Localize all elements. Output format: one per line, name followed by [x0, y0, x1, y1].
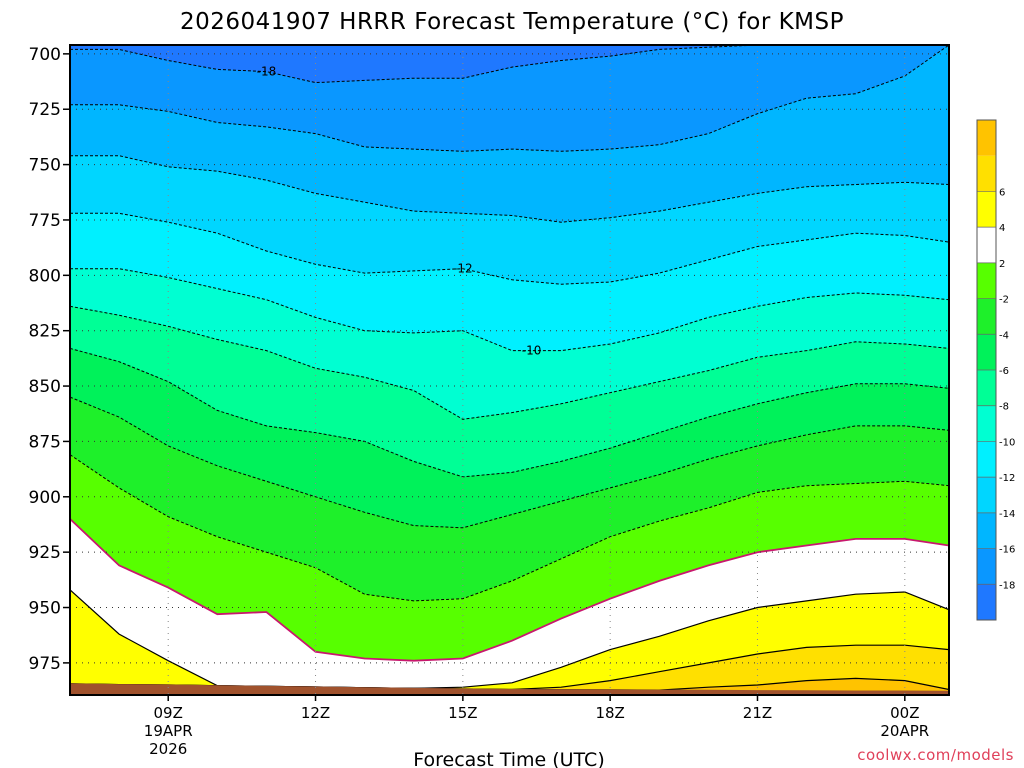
colorbar-swatch-8 — [977, 120, 996, 156]
colorbar-label--6: -6 — [999, 366, 1009, 377]
y-axis-pressure: 700 725 750 775 800 825 850 875 900 925 950 975 — [29, 45, 70, 674]
y-tick-label-950: 950 — [29, 599, 61, 619]
x-tick-sublabel-20APR: 20APR — [880, 722, 929, 740]
isotherm--16 — [70, 45, 949, 152]
colorbar-swatch--8 — [977, 370, 996, 406]
colorbar-label--4: -4 — [999, 330, 1009, 341]
colorbar-swatch--20 — [977, 584, 996, 620]
x-tick-label-00Z: 00Z — [890, 704, 919, 722]
isotherm--18 — [70, 45, 949, 84]
y-tick-label-750: 750 — [29, 156, 61, 176]
y-tick-label-875: 875 — [29, 432, 61, 452]
isotherm--14 — [70, 155, 949, 223]
y-tick-label-700: 700 — [29, 45, 61, 65]
isotherm--12 — [70, 212, 949, 285]
isotherm--2 — [70, 454, 949, 602]
contour-label--18: -18 — [257, 65, 277, 79]
y-tick-label-725: 725 — [29, 100, 61, 120]
colorbar-label-6: 6 — [999, 187, 1005, 198]
colorbar-swatch--2 — [977, 262, 996, 299]
colorbar-label--10: -10 — [999, 437, 1015, 448]
y-tick-label-900: 900 — [29, 488, 61, 508]
y-tick-label-825: 825 — [29, 322, 61, 342]
contour-label--10: -10 — [522, 344, 542, 358]
colorbar-label-2: 2 — [999, 259, 1005, 270]
x-tick-sublabel-2026: 2026 — [149, 740, 187, 758]
colorbar-label--2: -2 — [999, 295, 1009, 306]
x-tick-label-09Z: 09Z — [154, 704, 183, 722]
x-tick-label-15Z: 15Z — [448, 704, 477, 722]
colorbar-label--8: -8 — [999, 402, 1009, 413]
isotherm--4 — [70, 396, 949, 529]
colorbar-legend: -18 -16 -14 -12 -10 -8 -6 -4 -2 2 4 6 — [976, 119, 1015, 621]
credit-text: coolwx.com/models — [857, 746, 1014, 764]
colorbar-label--18: -18 — [999, 580, 1015, 591]
colorbar-label--12: -12 — [999, 473, 1015, 484]
contour-label--12: -12 — [453, 262, 473, 276]
isotherm--6 — [70, 347, 949, 478]
colorbar-label--14: -14 — [999, 509, 1015, 520]
y-tick-label-850: 850 — [29, 377, 61, 397]
isotherm-0 — [70, 518, 949, 662]
colorbar-swatch--6 — [977, 334, 996, 370]
terrain-surface — [70, 683, 949, 695]
temperature-fill-layers — [70, 45, 949, 695]
chart-title: 2026041907 HRRR Forecast Temperature (°C… — [180, 9, 844, 35]
contour-labels: -18 -12 -10 — [257, 65, 542, 358]
colorbar-swatch-2 — [977, 227, 996, 263]
colorbar-swatch-6 — [977, 155, 996, 192]
plot-area: -18 -12 -10 — [69, 44, 950, 696]
grid-lines — [70, 45, 949, 695]
x-axis-label: Forecast Time (UTC) — [413, 749, 604, 768]
y-tick-label-975: 975 — [29, 654, 61, 674]
y-tick-label-775: 775 — [29, 211, 61, 231]
y-tick-label-800: 800 — [29, 266, 61, 286]
x-tick-label-21Z: 21Z — [743, 704, 772, 722]
isotherm--8 — [70, 305, 949, 420]
y-tick-label-925: 925 — [29, 543, 61, 563]
x-tick-sublabel-19APR: 19APR — [144, 722, 193, 740]
x-tick-label-12Z: 12Z — [301, 704, 330, 722]
colorbar-swatch--10 — [977, 405, 996, 442]
x-tick-label-18Z: 18Z — [595, 704, 624, 722]
plot-frame — [69, 44, 950, 696]
colorbar-label--16: -16 — [999, 545, 1015, 556]
colorbar-swatch--16 — [977, 512, 996, 549]
colorbar-swatch--14 — [977, 477, 996, 513]
terrain-layer — [70, 683, 949, 695]
colorbar-swatch--4 — [977, 298, 996, 335]
colorbar-swatch-4 — [977, 191, 996, 228]
colorbar-label-4: 4 — [999, 223, 1005, 234]
colorbar-swatch--18 — [977, 548, 996, 585]
colorbar-swatch--12 — [977, 441, 996, 478]
